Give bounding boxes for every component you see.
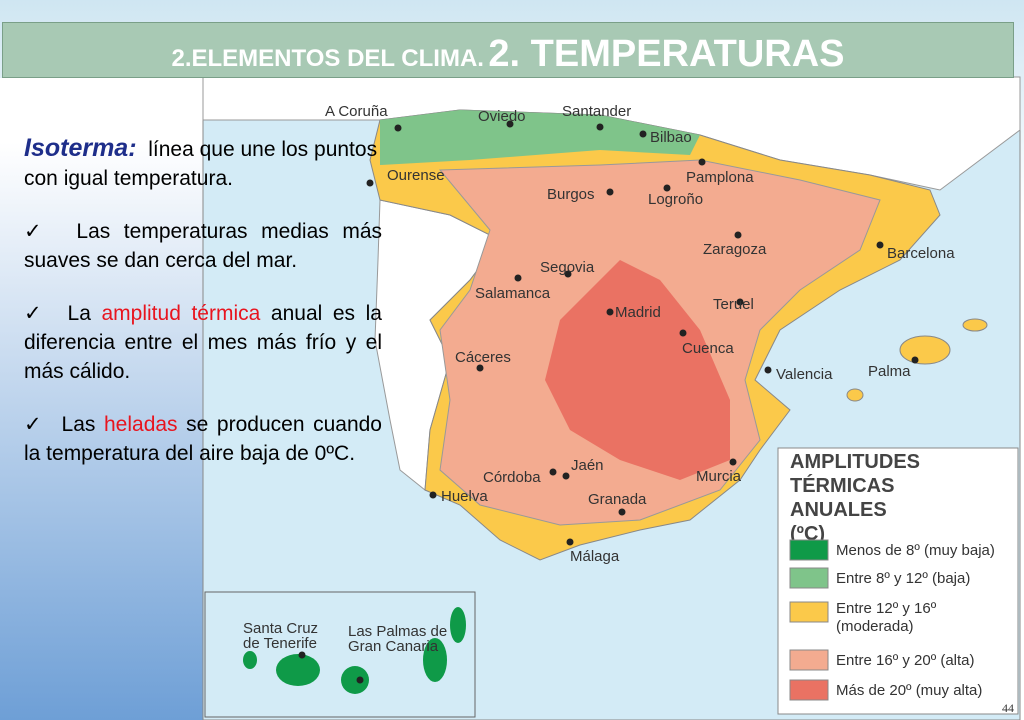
city-label: Ourense [387,167,445,184]
city-label: Zaragoza [703,241,767,258]
city-label: Oviedo [478,108,526,125]
city-label: Barcelona [887,245,955,262]
bullet-text: Las temperaturas medias más suaves se da… [24,220,382,272]
city-label: Palma [868,363,911,380]
city-label: Bilbao [650,129,692,146]
city-label: Santa Cruz de Tenerife [243,620,318,652]
bullet: ✓ Las heladas se producen cuando la temp… [24,413,382,465]
term: Isoterma: [24,134,137,162]
city-dot [663,184,671,192]
bullet-text: se producen cuando la temperatura del ai… [24,413,382,465]
city-dot [429,491,437,499]
bullet-text: Las [61,413,104,436]
city-label: Madrid [615,304,661,321]
city-dot [639,130,647,138]
city-label: Cáceres [455,349,511,366]
city-label: Málaga [570,548,620,565]
city-dot [606,308,614,316]
legend-label: Menos de 8º (muy baja) [836,542,995,559]
city-dot [366,179,374,187]
city-dot [514,274,522,282]
city-label: Murcia [696,468,742,485]
title-bar: 2.ELEMENTOS DEL CLIMA. 2. TEMPERATURAS [2,22,1014,78]
city-label: A Coruña [325,103,388,120]
city-label: Jaén [571,457,604,474]
bullet-text: anual es la diferencia entre el mes más … [24,302,382,383]
city-dot [698,158,706,166]
city-dot [298,651,306,659]
city-dot [729,458,737,466]
city-label: Cuenca [682,340,734,357]
city-dot [596,123,604,131]
city-dot [506,120,514,128]
legend-swatch [789,679,829,701]
city-dot [606,188,614,196]
legend-swatch [789,539,829,561]
side-panel [0,78,203,720]
legend-label: Entre 8º y 12º (baja) [836,570,970,587]
city-dot [734,231,742,239]
bullet-text: amplitud térmica [101,302,261,325]
title-big: 2. TEMPERATURAS [488,33,845,75]
legend-swatch [789,649,829,671]
city-dot [394,124,402,132]
bullet-text: heladas [104,413,178,436]
city-label: Segovia [540,259,595,276]
city-dot [736,298,744,306]
city-label: Salamanca [475,285,551,302]
legend-label: Entre 16º y 20º (alta) [836,652,975,669]
city-label: Córdoba [483,469,541,486]
city-dot [564,270,572,278]
city-label: Granada [588,491,647,508]
city-dot [764,366,772,374]
city-label: Huelva [441,488,488,505]
title-small: 2.ELEMENTOS DEL CLIMA. [171,45,484,72]
city-label: Las Palmas de Gran Canaria [348,623,447,655]
city-dot [356,676,364,684]
city-label: Teruel [713,296,754,313]
definition: línea que une los puntos con igual tempe… [24,138,378,190]
city-dot [562,472,570,480]
city-dot [566,538,574,546]
legend-label: Entre 12º y 16º (moderada) [836,600,940,635]
city-label: Valencia [776,366,833,383]
city-dot [911,356,919,364]
legend-swatch [789,567,829,589]
city-label: Burgos [547,186,595,203]
city-dot [549,468,557,476]
city-dot [679,329,687,337]
city-dot [876,241,884,249]
city-label: Santander [562,103,631,120]
city-label: Pamplona [686,169,754,186]
city-dot [476,364,484,372]
city-dot [618,508,626,516]
page-number: 44 [1002,701,1014,715]
legend-label: Más de 20º (muy alta) [836,682,982,699]
city-label: Logroño [648,191,703,208]
bullet: ✓ Las temperaturas medias más suaves se … [24,220,382,272]
bullet-text: La [67,302,102,325]
legend-swatch [789,601,829,623]
bullet: ✓ La amplitud térmica anual es la difere… [24,302,382,383]
text-block: Isoterma: línea que une los puntos con i… [24,134,382,492]
legend-title: AMPLITUDES TÉRMICAS ANUALES (ºC) [790,451,920,545]
